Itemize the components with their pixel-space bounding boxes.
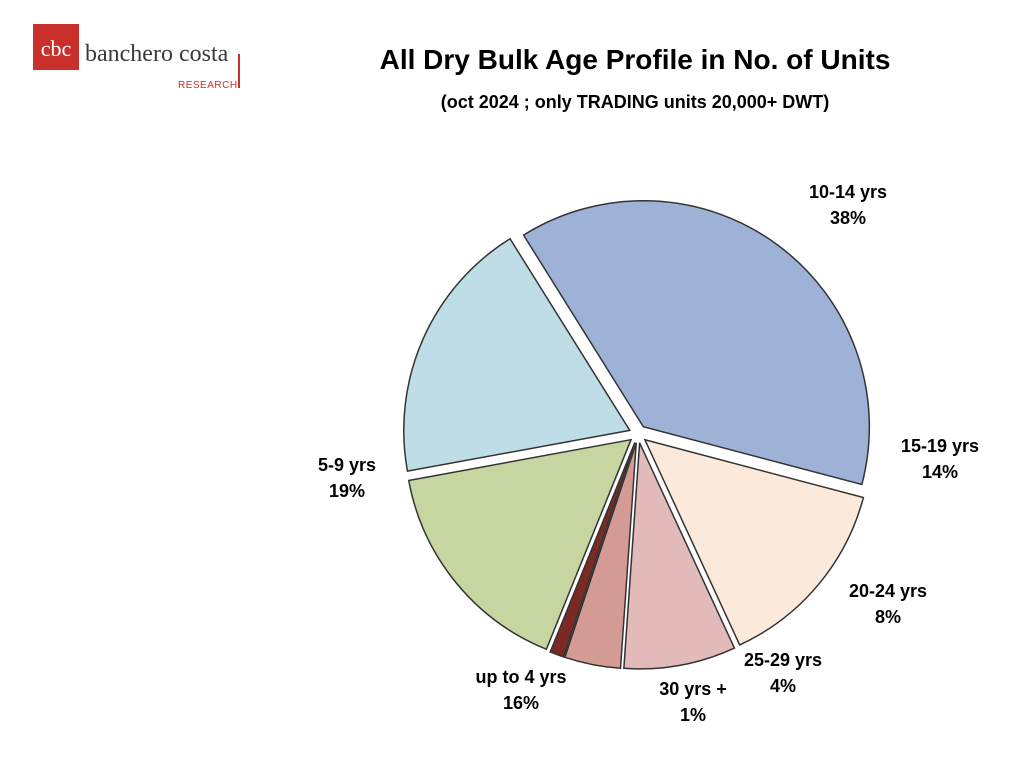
slice-label: 25-29 yrs 4% xyxy=(744,650,822,696)
pie-slice-5-9-yrs xyxy=(403,237,631,473)
brand-logo: cbc banchero costa RESEARCH xyxy=(33,24,253,94)
pie-slice-30-yrs xyxy=(549,442,636,658)
svg-text:cbc: cbc xyxy=(41,36,72,61)
pie-slice-10-14-yrs xyxy=(522,200,871,486)
slice-label: 5-9 yrs 19% xyxy=(318,455,376,501)
slice-label: 20-24 yrs 8% xyxy=(849,581,927,627)
pie-slice-up-to-4-yrs xyxy=(407,438,633,651)
pie-slice-15-19-yrs xyxy=(643,438,865,646)
cbc-logo-mark: cbc xyxy=(33,24,79,70)
brand-divider xyxy=(238,54,240,88)
brand-name: banchero costa xyxy=(85,41,229,67)
pie-slice-20-24-yrs xyxy=(623,442,736,670)
slice-label: 15-19 yrs 14% xyxy=(901,436,979,482)
slice-label: up to 4 yrs 16% xyxy=(475,667,566,713)
chart-title: All Dry Bulk Age Profile in No. of Units xyxy=(379,44,891,75)
cbc-logo-icon: cbc xyxy=(41,36,72,61)
pie-slice-25-29-yrs xyxy=(563,442,638,670)
chart-subtitle: (oct 2024 ; only TRADING units 20,000+ D… xyxy=(440,92,830,112)
brand-subtitle: RESEARCH xyxy=(178,80,238,91)
slice-label: 30 yrs +1% xyxy=(659,679,727,725)
slice-label: 10-14 yrs 38% xyxy=(809,182,887,228)
